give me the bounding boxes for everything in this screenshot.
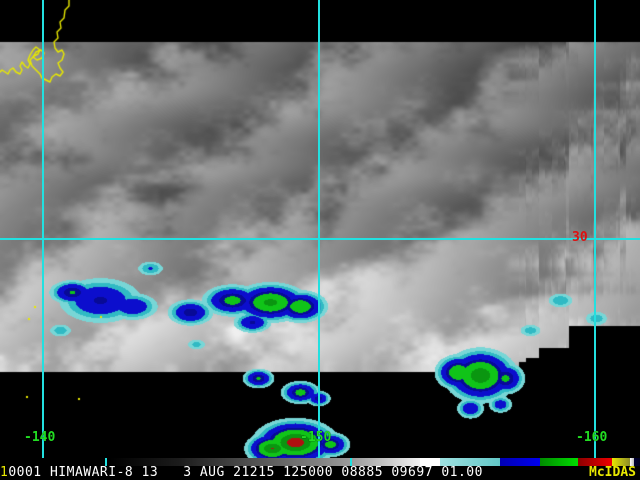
- longitude-gridline: [42, 0, 44, 458]
- colorbar-segment: [350, 458, 352, 466]
- colorbar-segment: [540, 458, 578, 466]
- colorbar-segment: [634, 458, 640, 466]
- colorbar-segment: [105, 458, 107, 466]
- status-bar-text: 10001 HIMAWARI-8 13 3 AUG 21215 125000 0…: [0, 466, 640, 480]
- longitude-gridline: [594, 0, 596, 458]
- colorbar-segment: [352, 458, 420, 466]
- frame-number: 1: [0, 465, 9, 480]
- colorbar-segment: [440, 458, 500, 466]
- longitude-label: -160: [576, 430, 608, 445]
- image-metadata-text: 0001 HIMAWARI-8 13 3 AUG 21215 125000 08…: [8, 465, 483, 480]
- colorbar-segment: [630, 458, 634, 466]
- status-bar: 10001 HIMAWARI-8 13 3 AUG 21215 125000 0…: [0, 458, 640, 480]
- longitude-label: -140: [24, 430, 56, 445]
- colorbar-segment: [500, 458, 540, 466]
- mcidas-brand-label: McIDAS: [589, 465, 636, 480]
- longitude-label: -150: [300, 430, 332, 445]
- colorbar-segment: [420, 458, 440, 466]
- satellite-image-canvas[interactable]: [0, 0, 640, 458]
- latitude-gridline: [0, 238, 640, 240]
- colorbar-segment: [0, 458, 105, 466]
- colorbar-segment: [180, 458, 320, 466]
- colorbar-segment: [107, 458, 110, 466]
- colorbar-segment: [578, 458, 612, 466]
- colorbar-segment: [612, 458, 630, 466]
- colorbar-segment: [320, 458, 350, 466]
- longitude-gridline: [318, 0, 320, 458]
- satellite-image-view[interactable]: -140 -150 -160 30: [0, 0, 640, 458]
- colorbar-segment: [110, 458, 180, 466]
- enhancement-colorbar: [0, 458, 640, 466]
- latitude-label: 30: [572, 230, 588, 245]
